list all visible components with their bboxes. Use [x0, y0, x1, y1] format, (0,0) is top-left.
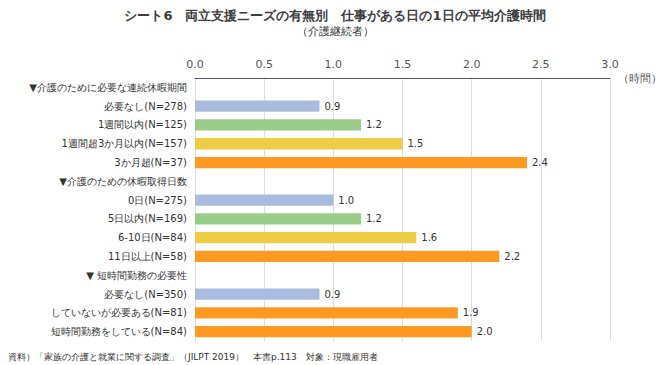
svg-text:1週間以内(N=125): 1週間以内(N=125)	[88, 119, 187, 130]
svg-text:（介護継続者）: （介護継続者）	[297, 25, 374, 38]
svg-text:5日以内(N=169): 5日以内(N=169)	[98, 213, 187, 224]
svg-text:していないが必要ある(N=81): していないが必要ある(N=81)	[41, 307, 187, 318]
svg-text:2.2: 2.2	[504, 251, 520, 262]
svg-text:0.5: 0.5	[255, 58, 273, 71]
svg-text:2.0: 2.0	[477, 326, 493, 337]
svg-text:2.4: 2.4	[532, 157, 548, 168]
svg-text:1.2: 1.2	[366, 213, 382, 224]
svg-text:必要なし(N=350): 必要なし(N=350)	[94, 289, 187, 300]
svg-text:▼ 短時間勤務の必要性: ▼ 短時間勤務の必要性	[86, 270, 187, 281]
svg-text:2.5: 2.5	[532, 58, 550, 71]
svg-text:1.6: 1.6	[421, 232, 437, 243]
svg-text:▼介護のために必要な連続休暇期間: ▼介護のために必要な連続休暇期間	[29, 82, 187, 93]
svg-text:▼介護のための休暇取得日数: ▼介護のための休暇取得日数	[59, 176, 187, 187]
svg-text:11日以上(N=58): 11日以上(N=58)	[98, 251, 187, 262]
svg-text:0日(N=275): 0日(N=275)	[118, 195, 187, 206]
svg-text:1.5: 1.5	[408, 138, 424, 149]
svg-text:1週間超3か月以内(N=157): 1週間超3か月以内(N=157)	[52, 138, 188, 149]
svg-text:3か月超(N=37): 3か月超(N=37)	[104, 157, 187, 168]
svg-text:1.9: 1.9	[463, 307, 479, 318]
svg-text:（時間）: （時間）	[618, 72, 662, 85]
svg-text:1.0: 1.0	[338, 195, 354, 206]
svg-text:0.0: 0.0	[186, 58, 204, 71]
svg-text:資料）「家族の介護と就業に関する調査」（JILPT 2019: 資料）「家族の介護と就業に関する調査」（JILPT 2019） 本書p.113 …	[8, 352, 378, 362]
svg-text:1.5: 1.5	[394, 58, 412, 71]
svg-text:シート6 両立支援ニーズの有無別 仕事がある日の1日の平均介: シート6 両立支援ニーズの有無別 仕事がある日の1日の平均介護時間	[124, 8, 545, 23]
svg-text:2.0: 2.0	[463, 58, 481, 71]
svg-text:必要なし(N=278): 必要なし(N=278)	[94, 101, 187, 112]
svg-text:0.9: 0.9	[325, 101, 341, 112]
svg-text:短時間勤務をしている(N=84): 短時間勤務をしている(N=84)	[41, 326, 187, 337]
svg-text:6-10日(N=84): 6-10日(N=84)	[108, 232, 187, 243]
svg-text:3.0: 3.0	[601, 58, 619, 71]
svg-text:1.2: 1.2	[366, 119, 382, 130]
svg-text:1.0: 1.0	[325, 58, 343, 71]
svg-text:0.9: 0.9	[325, 289, 341, 300]
